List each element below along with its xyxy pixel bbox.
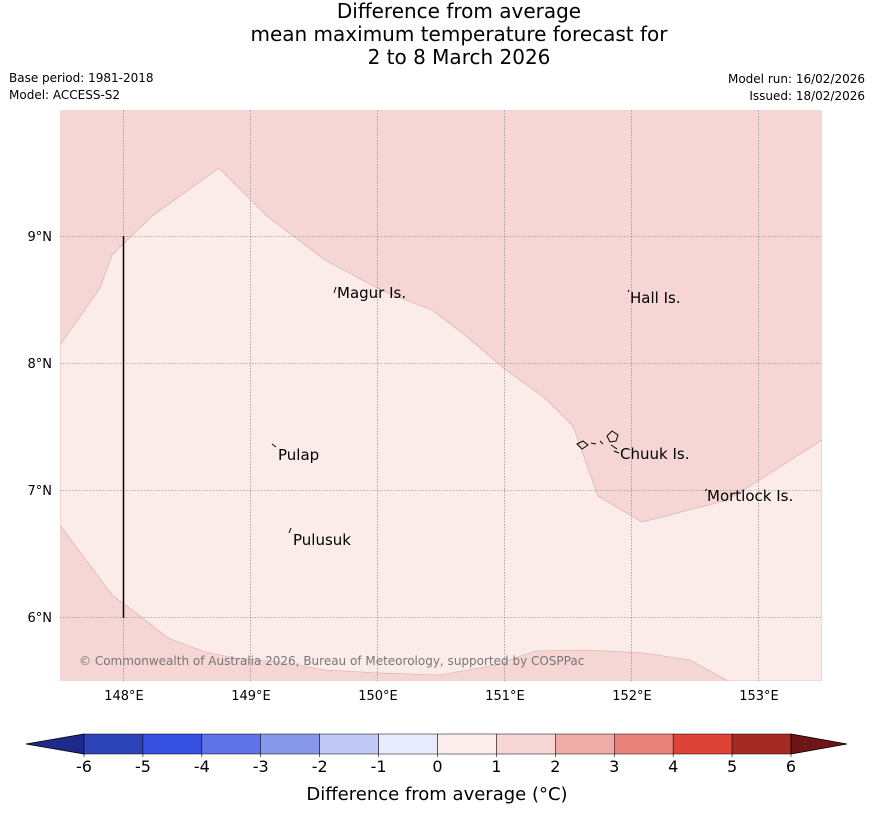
lat-label-6n: 6°N [28, 611, 53, 626]
meta-right: Model run: 16/02/2026 Issued: 18/02/2026 [728, 71, 865, 105]
lat-label-8n: 8°N [28, 357, 53, 372]
model-name: Model: ACCESS-S2 [9, 88, 121, 102]
colorbar-segment [731, 733, 792, 755]
colorbar-segment [437, 733, 497, 755]
place-label-pulap: Pulap [278, 446, 319, 464]
colorbar-tick-label: 0 [432, 757, 442, 776]
colorbar-segment [142, 733, 203, 755]
colorbar-segment [319, 733, 379, 755]
lon-label-152e: 152°E [612, 689, 652, 704]
lon-label-149e: 149°E [231, 689, 271, 704]
lat-label-7n: 7°N [28, 484, 53, 499]
place-label-pulusuk: Pulusuk [293, 531, 351, 549]
colorbar-title: Difference from average (°C) [306, 784, 567, 805]
colorbar-tick-label: 5 [727, 757, 737, 776]
colorbar-segment [555, 733, 615, 755]
island-outlines [271, 286, 708, 534]
place-label-hall: Hall Is. [630, 289, 681, 307]
colorbar-segment [260, 733, 320, 755]
title-line-3: 2 to 8 March 2026 [367, 45, 551, 69]
colorbar-segment [496, 733, 556, 755]
lat-label-9n: 9°N [28, 230, 53, 245]
colorbar-segment [83, 733, 144, 755]
colorbar-segment [614, 733, 674, 755]
lon-label-151e: 151°E [485, 689, 525, 704]
colorbar-tick-label: -6 [76, 757, 92, 776]
colorbar-tick-label: 4 [668, 757, 678, 776]
colorbar-tick-label: 3 [609, 757, 619, 776]
place-label-magur: Magur Is. [337, 284, 406, 302]
colorbar: -6 -5 -4 -3 -2 -1 0 1 2 3 4 5 6 [25, 733, 848, 776]
colorbar-tick-label: -4 [194, 757, 210, 776]
lon-label-153e: 153°E [739, 689, 779, 704]
latitude-labels: 9°N 8°N 7°N 6°N [28, 230, 53, 626]
model-run: Model run: 16/02/2026 [727, 72, 865, 86]
title-line-2: mean maximum temperature forecast for [250, 22, 668, 46]
colorbar-tick-label: -2 [312, 757, 328, 776]
place-label-mortlock: Mortlock Is. [707, 487, 793, 505]
colorbar-tick-label: -5 [135, 757, 151, 776]
colorbar-tick-label: 6 [786, 757, 796, 776]
title-line-1: Difference from average [336, 0, 582, 23]
colorbar-tick-label: -1 [371, 757, 387, 776]
colorbar-extend-low [25, 733, 85, 755]
colorbar-segment [672, 733, 733, 755]
place-labels: Magur Is. Hall Is. Pulap Chuuk Is. Mortl… [278, 284, 793, 549]
place-label-chuuk: Chuuk Is. [620, 445, 689, 463]
colorbar-tick-label: 2 [550, 757, 560, 776]
map-title: Difference from average mean maximum tem… [0, 0, 873, 69]
map-area: Magur Is. Hall Is. Pulap Chuuk Is. Mortl… [60, 110, 822, 681]
lon-label-148e: 148°E [104, 689, 144, 704]
colorbar-tick-label: 1 [491, 757, 501, 776]
copyright-notice: © Commonwealth of Australia 2026, Bureau… [79, 654, 584, 668]
colorbar-extend-high [790, 733, 848, 755]
colorbar-tick-label: -3 [253, 757, 269, 776]
issued-date: Issued: 18/02/2026 [749, 89, 865, 103]
lon-label-150e: 150°E [358, 689, 398, 704]
meta-left: Base period: 1981-2018 Model: ACCESS-S2 [9, 70, 154, 104]
colorbar-segment [378, 733, 438, 755]
base-period: Base period: 1981-2018 [9, 71, 154, 85]
longitude-labels: 148°E 149°E 150°E 151°E 152°E 153°E [104, 689, 779, 704]
colorbar-segment [201, 733, 261, 755]
